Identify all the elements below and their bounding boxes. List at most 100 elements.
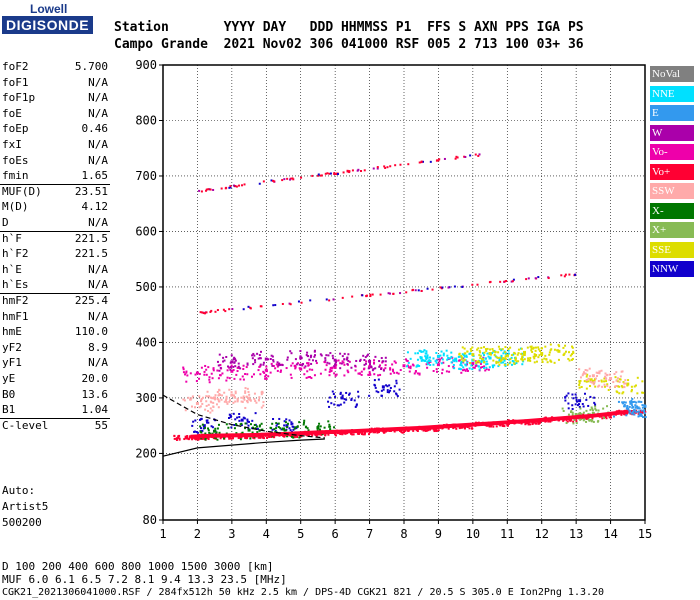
data-point [523,350,526,354]
echo-point [257,436,260,439]
data-point [202,424,206,428]
echo-point [315,434,318,437]
echo-point [205,368,208,371]
echo-point [335,373,338,376]
echo-point [636,410,639,413]
echo-point [258,354,261,357]
third-hop-echo [435,159,438,162]
second-hop-echo [534,277,537,280]
echo-point [227,365,230,368]
echo-point [306,370,309,373]
second-hop-echo [205,311,208,314]
echo-point [642,391,645,394]
echo-point [644,410,647,413]
echo-point [423,349,426,352]
echo-point [510,356,513,359]
echo-point [267,358,270,361]
echo-point [290,352,293,355]
third-hop-echo [333,173,336,176]
y-tick-label: 200 [135,446,157,460]
echo-point [539,421,542,424]
echo-point [494,350,497,353]
echo-point [299,350,302,353]
echo-point [206,390,209,393]
echo-point [207,403,210,406]
data-point [574,413,578,417]
echo-point [517,348,520,351]
echo-point [241,431,244,434]
echo-point [579,379,582,382]
third-hop-echo [335,173,338,176]
echo-point [589,419,592,422]
echo-point [480,361,483,364]
echo-point [582,411,585,414]
echo-point [526,346,529,349]
y-tick-label: 80 [143,513,157,527]
data-point [333,365,337,369]
param-name: yE [2,372,16,385]
echo-point [576,404,579,407]
echo-point [230,391,233,394]
third-hop-echo [311,174,314,177]
echo-point [631,404,634,407]
echo-point [351,433,354,436]
echo-point [367,373,370,376]
echo-point [613,415,616,418]
echo-point [483,354,486,357]
echo-point [621,392,624,395]
echo-point [339,403,342,406]
echo-point [276,365,279,368]
echo-point [302,362,305,365]
echo-point [336,404,339,407]
echo-point [234,418,237,421]
echo-point [601,417,604,420]
echo-point [262,401,265,404]
echo-point [415,365,418,368]
echo-point [616,377,619,380]
echo-point [277,426,280,429]
echo-point [614,376,617,379]
echo-point [502,424,505,427]
echo-point [420,359,423,362]
echo-point [543,357,546,360]
param-name: foE [2,106,22,120]
echo-point [254,427,257,430]
echo-point [426,363,429,366]
echo-point [337,359,340,362]
echo-point [507,349,510,352]
echo-point [254,399,257,402]
echo-point [572,397,575,400]
footer-muf-row: MUF 6.0 6.1 6.5 7.2 8.1 9.4 13.3 23.5 [M… [2,573,287,586]
echo-point [264,377,267,380]
echo-point [315,359,318,362]
echo-point [271,422,274,425]
echo-point [260,393,263,396]
legend-item: W [650,124,694,141]
echo-point [290,435,293,438]
echo-point [183,399,186,402]
second-hop-echo [431,288,434,291]
echo-point [343,374,346,377]
echo-point [395,382,398,385]
echo-point [243,417,246,420]
echo-point [603,383,606,386]
third-hop-echo [348,170,351,173]
echo-point [190,397,193,400]
echo-point [556,349,559,352]
echo-point [463,368,466,371]
echo-point [582,405,585,408]
echo-point [593,382,596,385]
echo-point [327,354,330,357]
param-value: N/A [88,153,108,167]
echo-point [613,373,616,376]
echo-point [574,393,577,396]
echo-point [305,353,308,356]
third-hop-echo [356,169,359,172]
echo-point [535,360,538,363]
echo-point [521,363,524,366]
echo-point [230,364,233,367]
echo-point [350,432,353,435]
echo-point [504,357,507,360]
data-point [368,359,372,363]
echo-point [485,349,488,352]
